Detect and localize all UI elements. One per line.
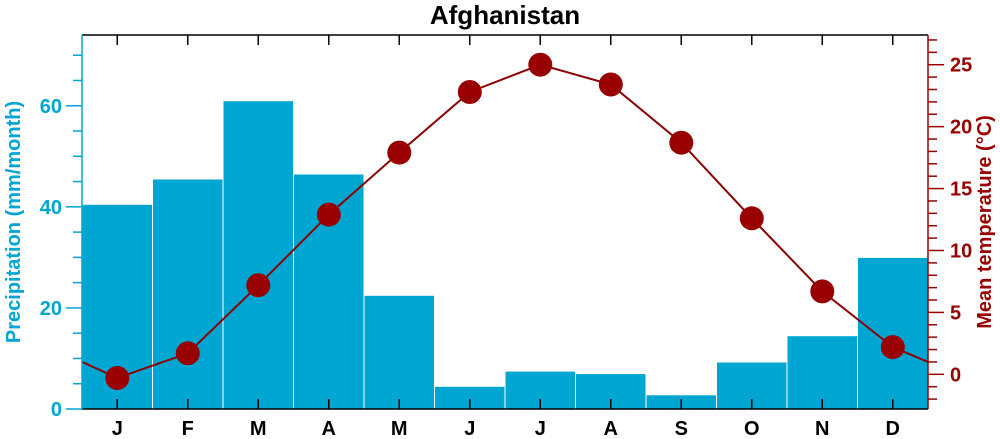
plot-frame: [81, 34, 929, 410]
month-label: S: [675, 418, 688, 439]
chart-title: Afghanistan: [430, 0, 580, 30]
right-tick-label: 25: [950, 55, 972, 77]
temp-line-group: [81, 52, 929, 390]
temp-point: [669, 130, 694, 155]
month-label: F: [182, 418, 194, 439]
temp-point: [387, 140, 412, 165]
temp-point: [246, 273, 271, 298]
left-tick-label: 60: [40, 96, 62, 118]
month-label: A: [322, 418, 336, 439]
month-label: J: [464, 418, 475, 439]
temp-point: [316, 202, 341, 227]
month-label: N: [815, 418, 829, 439]
precip-bars: [81, 100, 929, 410]
right-axis: 0 5 10 15 20 25: [928, 39, 972, 400]
precip-bar: [786, 335, 858, 410]
month-label: O: [744, 418, 760, 439]
left-axis: 0 20 40 60: [40, 54, 82, 421]
precip-bar: [857, 256, 929, 410]
right-axis-label: Mean temperature (°C): [974, 115, 996, 329]
precip-bar: [222, 100, 294, 410]
temp-point: [457, 80, 482, 104]
temp-point: [880, 335, 905, 360]
temp-point: [810, 279, 835, 304]
precip-bar: [152, 178, 224, 410]
temp-line: [81, 63, 929, 380]
temp-point: [528, 52, 553, 77]
temp-point: [105, 366, 130, 390]
right-tick-label: 15: [950, 179, 972, 201]
right-tick-label: 5: [950, 302, 961, 324]
month-label: D: [886, 418, 900, 439]
month-label: M: [250, 418, 267, 439]
left-tick-label: 0: [51, 399, 62, 421]
left-tick-label: 20: [40, 298, 62, 320]
month-label: J: [112, 418, 123, 439]
temp-point: [175, 341, 200, 366]
right-tick-label: 10: [950, 240, 972, 262]
month-label: M: [391, 418, 408, 439]
month-label: J: [535, 418, 546, 439]
left-tick-label: 40: [40, 197, 62, 219]
left-axis-label: Precipitation (mm/month): [3, 101, 25, 343]
temp-point: [739, 206, 764, 231]
precip-bar: [363, 294, 435, 410]
right-tick-label: 20: [950, 117, 972, 139]
month-label: A: [604, 418, 618, 439]
temp-point: [598, 72, 623, 97]
right-tick-label: 0: [950, 364, 961, 386]
